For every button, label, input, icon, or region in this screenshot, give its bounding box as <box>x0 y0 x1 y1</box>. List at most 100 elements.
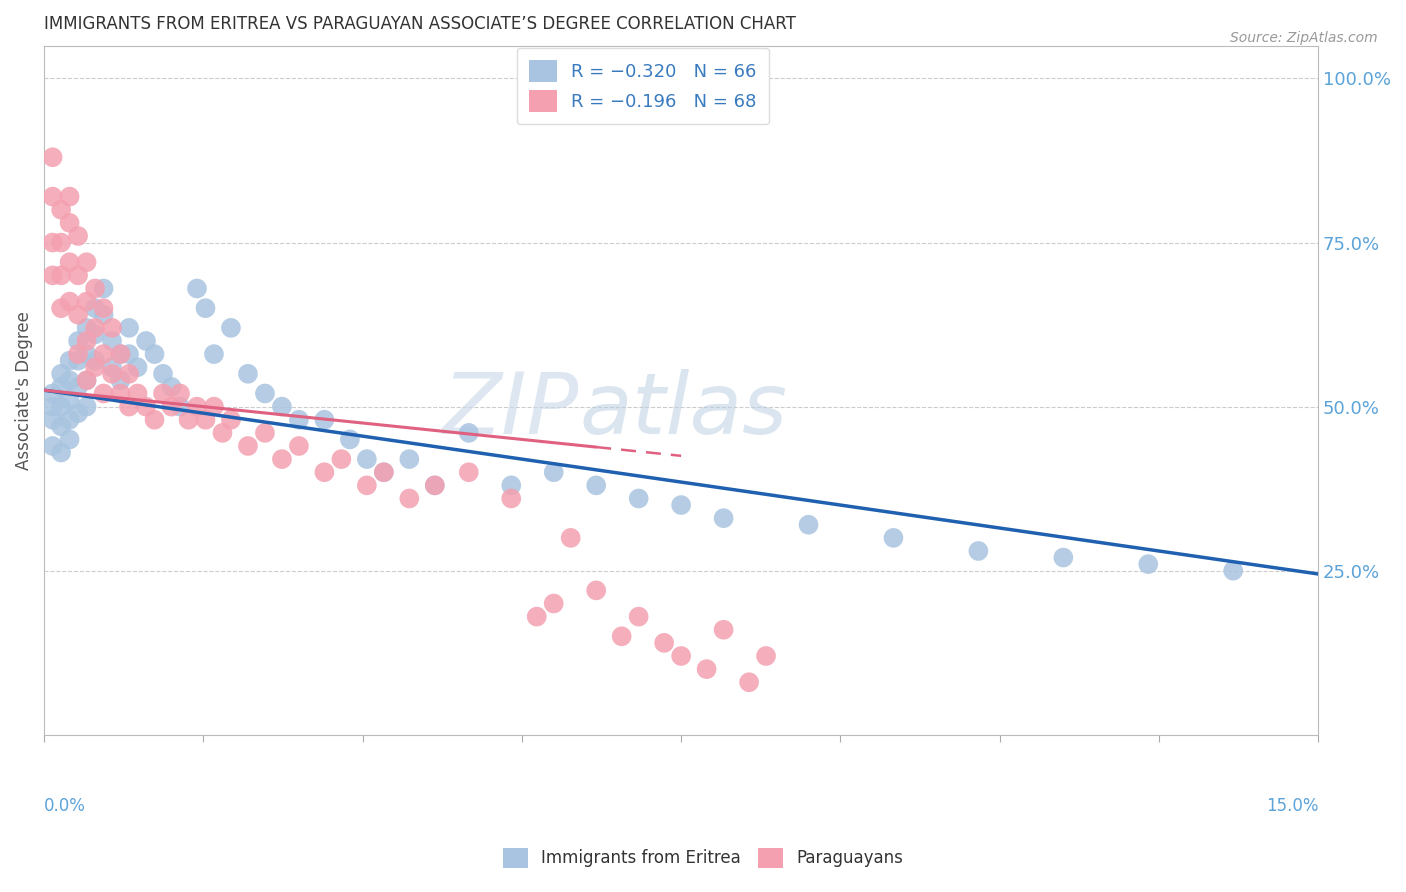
Point <box>236 439 259 453</box>
Point <box>160 400 183 414</box>
Point <box>186 400 208 414</box>
Point <box>76 294 98 309</box>
Point <box>76 255 98 269</box>
Point <box>118 347 141 361</box>
Point <box>211 425 233 440</box>
Point <box>49 268 72 283</box>
Point <box>160 380 183 394</box>
Point <box>118 400 141 414</box>
Point <box>76 347 98 361</box>
Point <box>423 478 446 492</box>
Point <box>236 367 259 381</box>
Point <box>356 452 378 467</box>
Point <box>314 413 336 427</box>
Point <box>49 301 72 315</box>
Point <box>58 433 80 447</box>
Point <box>58 413 80 427</box>
Point <box>41 439 63 453</box>
Point <box>67 268 90 283</box>
Point <box>101 360 124 375</box>
Point <box>58 294 80 309</box>
Text: atlas: atlas <box>579 369 787 452</box>
Point <box>58 373 80 387</box>
Point <box>76 334 98 348</box>
Point <box>169 386 191 401</box>
Point <box>67 334 90 348</box>
Point <box>110 347 132 361</box>
Point <box>253 386 276 401</box>
Point <box>610 629 633 643</box>
Point <box>219 413 242 427</box>
Y-axis label: Associate's Degree: Associate's Degree <box>15 310 32 470</box>
Point <box>288 413 311 427</box>
Point <box>457 465 479 479</box>
Point <box>49 235 72 250</box>
Point <box>738 675 761 690</box>
Point <box>58 189 80 203</box>
Point <box>501 491 523 506</box>
Legend: Immigrants from Eritrea, Paraguayans: Immigrants from Eritrea, Paraguayans <box>496 841 910 875</box>
Point <box>253 425 276 440</box>
Point <box>41 413 63 427</box>
Point <box>84 353 107 368</box>
Point <box>76 400 98 414</box>
Point <box>219 321 242 335</box>
Point <box>423 478 446 492</box>
Point <box>84 360 107 375</box>
Point <box>152 367 174 381</box>
Point <box>967 544 990 558</box>
Point <box>67 308 90 322</box>
Point <box>202 400 225 414</box>
Point <box>398 452 420 467</box>
Point <box>669 498 692 512</box>
Point <box>1137 557 1160 571</box>
Point <box>543 465 565 479</box>
Point <box>58 216 80 230</box>
Point <box>93 386 115 401</box>
Text: 0.0%: 0.0% <box>44 797 86 814</box>
Point <box>526 609 548 624</box>
Point <box>627 609 650 624</box>
Point <box>76 321 98 335</box>
Text: Source: ZipAtlas.com: Source: ZipAtlas.com <box>1230 31 1378 45</box>
Point <box>457 425 479 440</box>
Point <box>49 202 72 217</box>
Point <box>398 491 420 506</box>
Point <box>1052 550 1074 565</box>
Point <box>713 623 735 637</box>
Point <box>143 347 166 361</box>
Point <box>135 400 157 414</box>
Point <box>882 531 904 545</box>
Point <box>67 380 90 394</box>
Point <box>49 419 72 434</box>
Point <box>118 367 141 381</box>
Point <box>41 150 63 164</box>
Point <box>314 465 336 479</box>
Point <box>49 367 72 381</box>
Point <box>41 400 63 414</box>
Point <box>49 400 72 414</box>
Point <box>101 334 124 348</box>
Point <box>356 478 378 492</box>
Point <box>627 491 650 506</box>
Point <box>41 386 63 401</box>
Point <box>110 386 132 401</box>
Point <box>118 321 141 335</box>
Point <box>127 360 149 375</box>
Point <box>67 406 90 420</box>
Point <box>143 413 166 427</box>
Text: IMMIGRANTS FROM ERITREA VS PARAGUAYAN ASSOCIATE’S DEGREE CORRELATION CHART: IMMIGRANTS FROM ERITREA VS PARAGUAYAN AS… <box>44 15 796 33</box>
Point <box>177 413 200 427</box>
Point <box>76 373 98 387</box>
Point <box>696 662 718 676</box>
Point <box>93 281 115 295</box>
Point <box>127 386 149 401</box>
Point <box>41 268 63 283</box>
Point <box>49 445 72 459</box>
Point <box>755 648 778 663</box>
Point <box>152 386 174 401</box>
Point <box>271 452 294 467</box>
Point <box>501 478 523 492</box>
Point <box>194 413 217 427</box>
Point <box>84 281 107 295</box>
